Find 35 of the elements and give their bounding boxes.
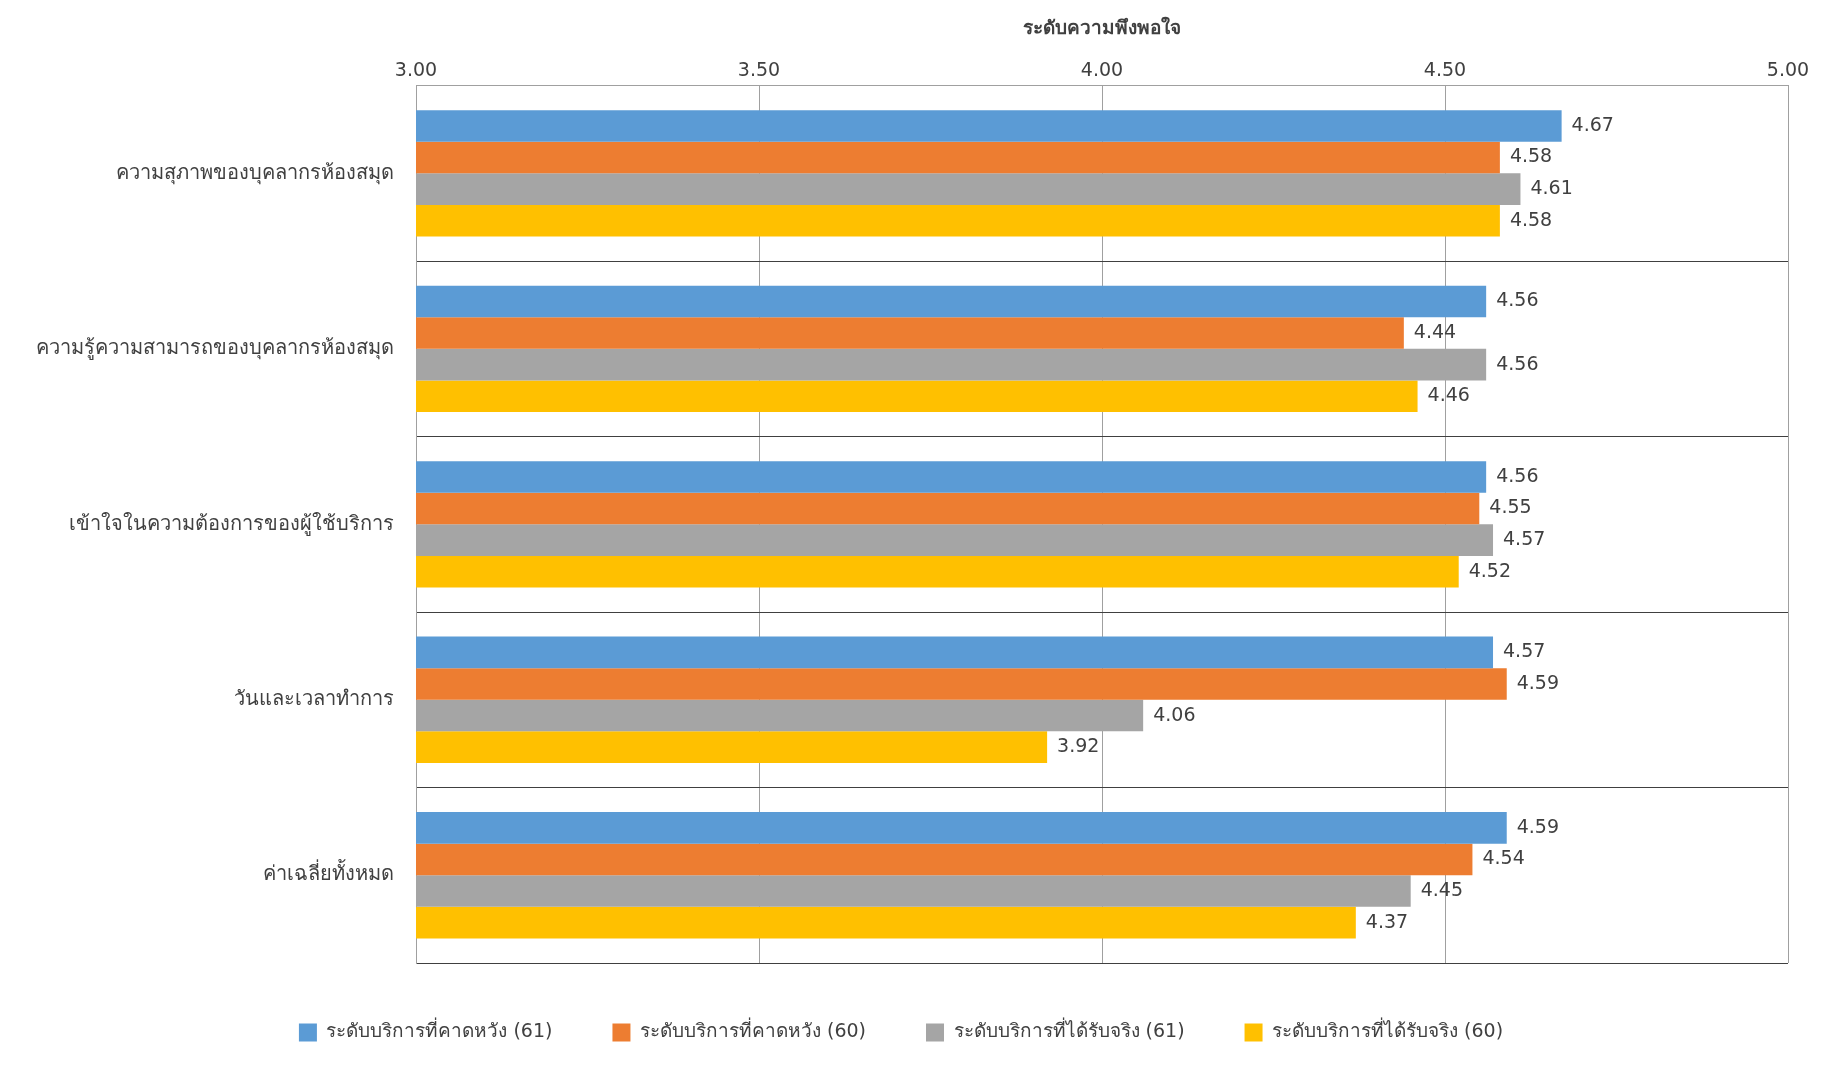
y-tick-label: ความสุภาพของบุคลากรห้องสมุด [116, 159, 394, 185]
x-tick-label: 3.50 [737, 58, 781, 81]
data-label: 4.37 [1365, 909, 1409, 932]
data-label: 4.06 [1153, 702, 1196, 725]
data-label: 4.67 [1571, 112, 1614, 135]
data-label: 4.58 [1509, 207, 1553, 230]
data-label: 4.59 [1516, 670, 1560, 693]
x-tick-label: 5.00 [1766, 58, 1810, 81]
data-label: 4.59 [1516, 814, 1560, 837]
data-label: 4.46 [1427, 383, 1470, 406]
y-tick-label: เข้าใจในความต้องการของผู้ใช้บริการ [69, 510, 394, 536]
x-tick-label: 4.00 [1080, 58, 1124, 81]
data-label: 4.44 [1413, 319, 1457, 342]
x-tick-label: 3.00 [394, 58, 438, 81]
y-tick-label: ความรู้ความสามารถของบุคลากรห้องสมุด [36, 335, 394, 361]
data-label: 4.45 [1420, 877, 1464, 900]
data-label: 4.56 [1496, 463, 1539, 486]
data-label: 4.61 [1530, 176, 1573, 199]
data-label: 4.57 [1503, 639, 1546, 662]
legend-label: ระดับบริการที่ได้รับจริง (60) [1272, 1017, 1504, 1042]
data-label: 4.54 [1482, 846, 1525, 869]
data-label: 4.52 [1468, 558, 1512, 581]
y-tick-label: ค่าเฉลี่ยทั้งหมด [263, 859, 394, 886]
legend-label: ระดับบริการที่ได้รับจริง (61) [953, 1017, 1185, 1042]
data-label: 4.56 [1496, 351, 1539, 374]
data-label: 4.55 [1489, 495, 1532, 518]
data-label: 3.92 [1057, 734, 1100, 757]
data-label: 4.58 [1509, 144, 1553, 167]
data-label: 4.56 [1496, 288, 1539, 311]
x-tick-label: 4.50 [1423, 58, 1467, 81]
y-tick-label: วันและเวลาทำการ [234, 685, 394, 710]
legend-label: ระดับบริการที่คาดหวัง (60) [639, 1017, 867, 1042]
legend-label: ระดับบริการที่คาดหวัง (61) [326, 1017, 553, 1042]
x-axis-title: ระดับความพึงพอใจ [1023, 16, 1181, 39]
data-label: 4.57 [1503, 527, 1546, 550]
